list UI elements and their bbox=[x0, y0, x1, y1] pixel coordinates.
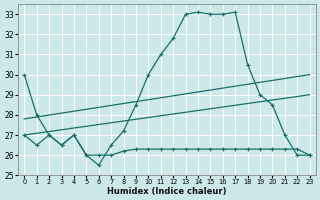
X-axis label: Humidex (Indice chaleur): Humidex (Indice chaleur) bbox=[107, 187, 227, 196]
